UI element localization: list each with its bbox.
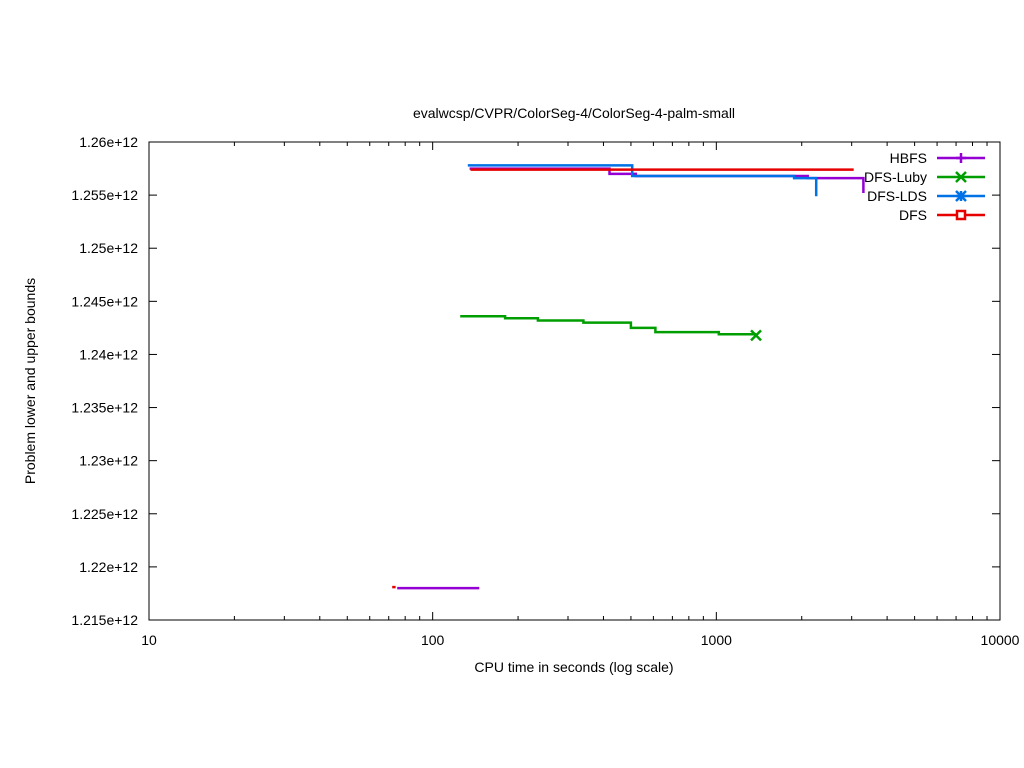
series-dfs-lds-upper-line (467, 164, 818, 197)
y-tick-label: 1.23e+12 (79, 453, 138, 469)
legend-item-dfs-luby: DFS-Luby (864, 169, 985, 185)
x-tick-label: 1000 (701, 632, 732, 648)
y-tick-label: 1.215e+12 (71, 612, 138, 628)
series-dfs-luby-end-marker (750, 329, 762, 342)
plot-series (392, 164, 865, 590)
y-tick-label: 1.235e+12 (71, 400, 138, 416)
x-axis-title: CPU time in seconds (log scale) (474, 659, 673, 675)
y-tick-label: 1.245e+12 (71, 293, 138, 309)
legend-label: DFS-LDS (867, 188, 927, 204)
legend-marker-cross (955, 171, 967, 183)
y-tick-label: 1.26e+12 (79, 134, 138, 150)
legend-label: DFS-Luby (864, 169, 927, 185)
legend-label: HBFS (890, 150, 927, 166)
chart-title: evalwcsp/CVPR/ColorSeg-4/ColorSeg-4-palm… (413, 105, 735, 121)
y-axis-title: Problem lower and upper bounds (22, 278, 38, 484)
legend: HBFS DFS-Luby DFS-LDS DFS (864, 150, 985, 223)
legend-item-dfs: DFS (899, 207, 985, 223)
y-tick-label: 1.255e+12 (71, 187, 138, 203)
series-dfs-luby-upper-line (460, 314, 756, 336)
x-tick-label: 100 (421, 632, 445, 648)
y-tick-label: 1.22e+12 (79, 559, 138, 575)
x-tick-label: 10 (141, 632, 157, 648)
legend-item-dfs-lds: DFS-LDS (867, 188, 985, 204)
y-tick-label: 1.24e+12 (79, 346, 138, 362)
legend-item-hbfs: HBFS (890, 150, 985, 166)
legend-marker-plus (956, 153, 966, 163)
legend-marker-star (955, 190, 967, 202)
plot-frame (148, 141, 1001, 621)
y-tick-label: 1.225e+12 (71, 506, 138, 522)
x-axis: 10 100 1000 10000 (141, 142, 1020, 648)
y-axis: 1.215e+12 1.22e+12 1.225e+12 1.23e+12 1.235e… (71, 134, 1000, 628)
y-tick-label: 1.25e+12 (79, 240, 138, 256)
x-tick-label: 10000 (981, 632, 1020, 648)
legend-marker-square (955, 209, 967, 221)
legend-label: DFS (899, 207, 927, 223)
series-hbfs-upper-line (469, 167, 865, 193)
